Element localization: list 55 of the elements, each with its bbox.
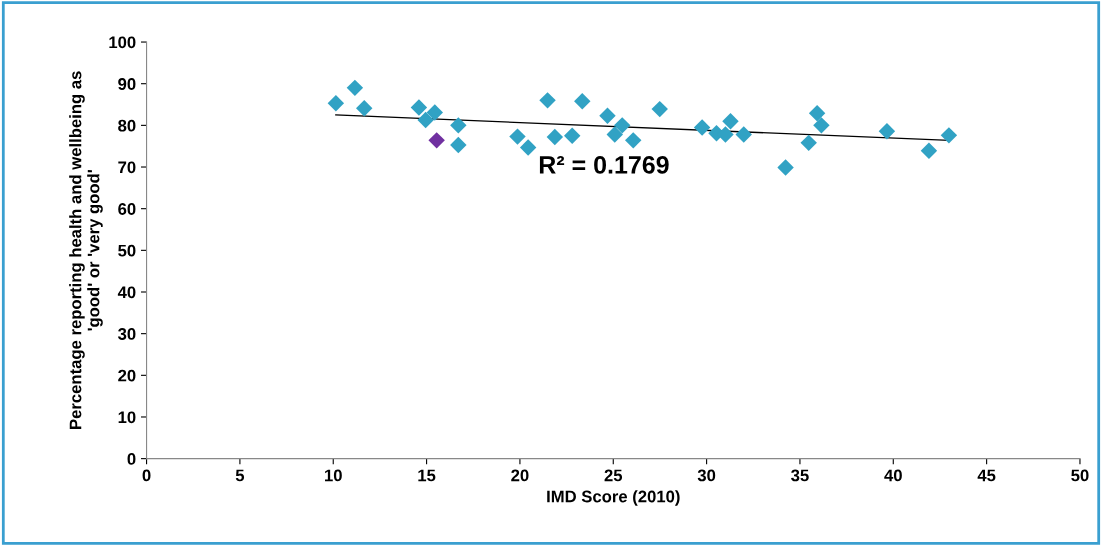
y-tick-label: 0 [127, 453, 136, 465]
point [599, 107, 616, 124]
y-tick-label: 10 [118, 411, 136, 424]
point [800, 134, 817, 152]
x-axis-title: IMD Score (2010) [547, 490, 680, 506]
point [940, 127, 958, 144]
y-tick-label: 50 [118, 244, 136, 257]
y-tick-label: 90 [118, 78, 136, 90]
y-tick-label: 80 [118, 119, 136, 132]
x-tick-label: 15 [418, 469, 436, 482]
x-tick-label: 35 [791, 469, 809, 482]
x-tick-label: 5 [235, 469, 245, 482]
y-tick-label: 60 [118, 203, 136, 215]
x-tick-label: 20 [511, 469, 529, 482]
point [878, 122, 896, 140]
point [450, 117, 467, 134]
x-tick-label: 0 [142, 469, 151, 482]
point [539, 92, 556, 109]
y-tick-label: 20 [118, 369, 136, 382]
x-tick-label: 25 [604, 469, 623, 482]
point [346, 79, 364, 97]
y-axis-title: Percentage reporting health and wellbeing as 'good' or 'very good' [69, 71, 103, 429]
point [410, 99, 428, 116]
point [693, 119, 711, 136]
y-tick-label: 30 [118, 328, 136, 340]
x-tick-label: 10 [325, 469, 342, 482]
point [606, 126, 623, 143]
point [574, 92, 591, 110]
point [625, 132, 642, 149]
y-tick-label: 40 [117, 286, 136, 299]
point [808, 105, 826, 122]
point [519, 139, 537, 156]
point [426, 104, 444, 121]
point [813, 117, 830, 134]
point [563, 127, 581, 144]
point [417, 111, 434, 129]
point [777, 159, 794, 176]
point [546, 128, 564, 146]
x-tick-label: 50 [1071, 469, 1089, 482]
x-tick-label: 30 [697, 469, 716, 482]
y-tick-label: 100 [109, 36, 136, 49]
point [614, 117, 631, 134]
point [735, 126, 752, 143]
point [509, 128, 526, 145]
x-tick-label: 45 [977, 469, 996, 482]
point [651, 100, 668, 118]
y-tick-label: 70 [118, 161, 136, 174]
point [722, 112, 739, 130]
point [920, 142, 938, 159]
annotation: R² = 0.1769 [539, 156, 669, 174]
point [356, 100, 373, 117]
point [428, 132, 445, 149]
point [450, 136, 467, 154]
x-tick-label: 40 [884, 469, 902, 482]
point [327, 95, 345, 112]
